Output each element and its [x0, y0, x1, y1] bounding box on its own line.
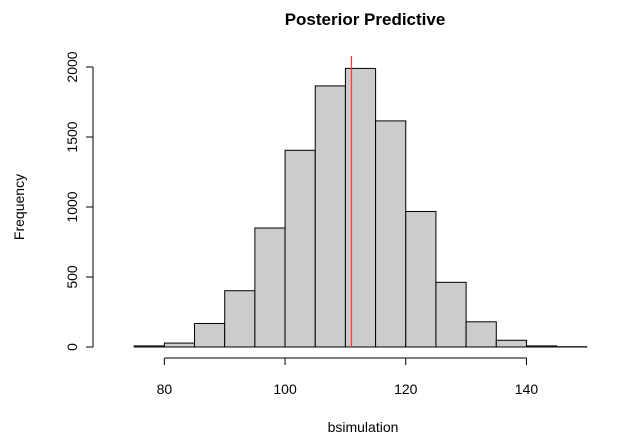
histogram-bar-80-85 [163, 342, 196, 348]
histogram-bar-75-80 [133, 345, 165, 348]
histogram-bar-85-90 [194, 322, 226, 348]
histogram-bar-125-130 [435, 281, 467, 348]
x-tick-label-120: 120 [394, 381, 418, 397]
y-tick-label-500: 500 [64, 265, 80, 289]
histogram-bar-95-100 [254, 227, 286, 348]
x-axis-label: bsimulation [328, 419, 399, 435]
y-axis: 0 500 1000 1500 2000 [64, 51, 94, 351]
histogram-bar-115-120 [375, 120, 407, 348]
histogram-bar-135-140 [495, 339, 527, 348]
histogram-bar-100-105 [284, 149, 316, 348]
y-tick-label-2000: 2000 [64, 51, 80, 82]
histogram-bar-105-110 [314, 85, 346, 348]
y-tick-label-1000: 1000 [64, 191, 80, 222]
x-tick-label-100: 100 [273, 381, 297, 397]
chart-title: Posterior Predictive [285, 10, 446, 29]
histogram-bar-90-95 [224, 290, 256, 348]
y-axis-label: Frequency [11, 174, 27, 240]
y-tick-label-1500: 1500 [64, 121, 80, 152]
x-tick-label-80: 80 [157, 381, 173, 397]
histogram-bar-140-145 [525, 345, 558, 348]
histogram-bar-120-125 [405, 210, 437, 348]
histogram-bars [133, 67, 588, 348]
x-axis: 80 100 120 140 [157, 357, 539, 397]
x-tick-label-140: 140 [515, 381, 539, 397]
histogram-bar-130-135 [465, 321, 497, 348]
histogram-bar-110-115 [344, 67, 377, 348]
y-tick-label-0: 0 [64, 343, 80, 351]
